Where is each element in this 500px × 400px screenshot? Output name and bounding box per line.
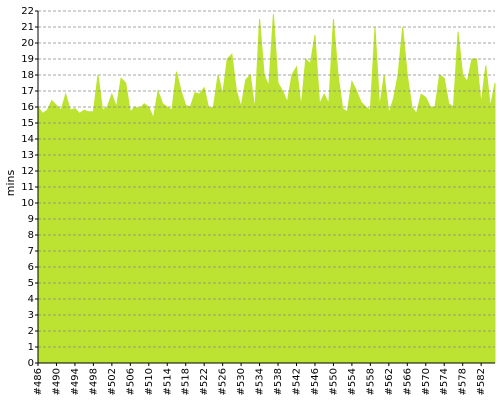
y-tick-label: 13	[21, 150, 34, 161]
x-tick-label: #562	[384, 368, 395, 395]
x-tick-label: #498	[88, 368, 99, 395]
x-tick-label: #486	[33, 368, 44, 395]
y-tick-label: 8	[28, 230, 34, 241]
y-tick-label: 18	[21, 70, 34, 81]
x-tick-label: #494	[70, 368, 81, 395]
y-tick-label: 17	[21, 86, 34, 97]
y-tick-label: 3	[28, 310, 34, 321]
x-tick-label: #522	[199, 368, 210, 395]
x-tick-label: #578	[458, 368, 469, 395]
x-tick-label: #566	[402, 368, 413, 395]
x-tick-label: #490	[51, 368, 62, 395]
x-tick-label: #570	[421, 368, 432, 395]
x-tick-label: #554	[347, 368, 358, 395]
x-tick-label: #510	[144, 368, 155, 395]
x-tick-label: #502	[107, 368, 118, 395]
y-tick-label: 21	[21, 22, 34, 33]
x-tick-label: #514	[162, 368, 173, 395]
x-tick-label: #534	[255, 368, 266, 395]
y-tick-label: 12	[21, 166, 34, 177]
y-tick-label: 10	[21, 198, 34, 209]
y-tick-label: 20	[21, 38, 34, 49]
x-tick-label: #526	[218, 368, 229, 395]
y-tick-label: 9	[28, 214, 34, 225]
x-tick-label: #550	[328, 368, 339, 395]
y-tick-label: 22	[21, 6, 34, 17]
x-tick-label: #538	[273, 368, 284, 395]
x-tick-label: #546	[310, 368, 321, 395]
x-tick-label: #574	[439, 368, 450, 395]
x-tick-label: #542	[292, 368, 303, 395]
x-tick-label: #518	[181, 368, 192, 395]
y-tick-label: 1	[28, 342, 34, 353]
x-tick-label: #582	[476, 368, 487, 395]
y-tick-label: 4	[28, 294, 34, 305]
y-tick-label: 11	[21, 182, 34, 193]
y-tick-label: 15	[21, 118, 34, 129]
y-tick-label: 16	[21, 102, 34, 113]
x-tick-label: #558	[365, 368, 376, 395]
y-tick-label: 5	[28, 278, 34, 289]
y-tick-label: 14	[21, 134, 34, 145]
y-tick-label: 0	[28, 358, 34, 369]
y-tick-label: 6	[28, 262, 34, 273]
y-tick-label: 2	[28, 326, 34, 337]
x-tick-label: #506	[125, 368, 136, 395]
y-axis-label: mins	[4, 169, 17, 196]
area	[37, 14, 496, 364]
x-tick-label: #530	[236, 368, 247, 395]
y-tick-label: 7	[28, 246, 34, 257]
y-tick-label: 19	[21, 54, 34, 65]
